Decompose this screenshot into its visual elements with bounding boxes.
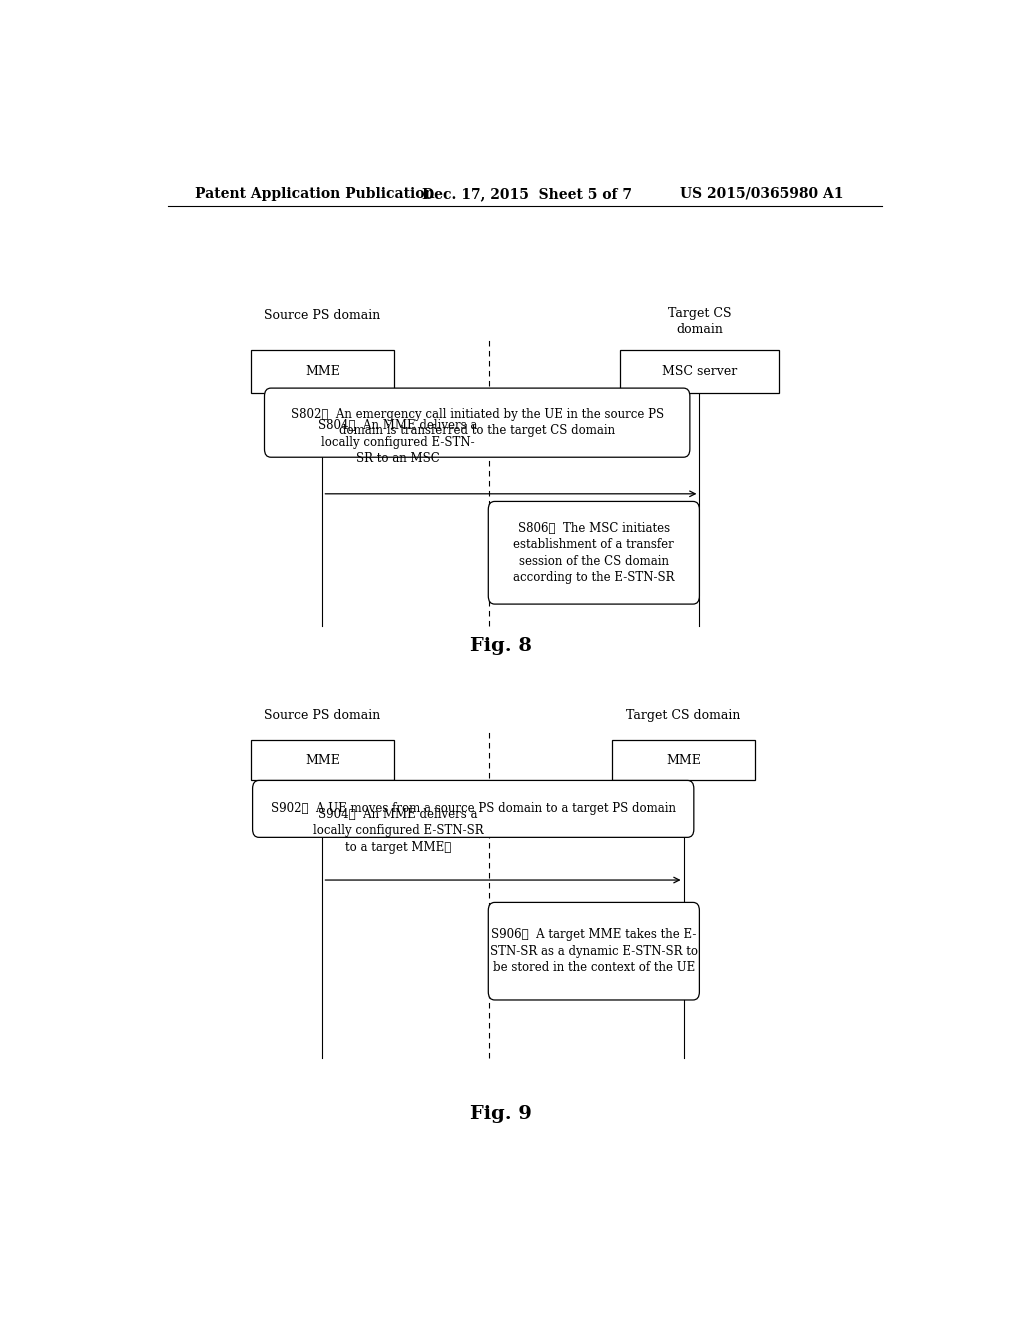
FancyBboxPatch shape [488, 502, 699, 605]
FancyBboxPatch shape [612, 739, 755, 780]
Text: S804，  An MME delivers a
locally configured E-STN-
SR to an MSC: S804， An MME delivers a locally configur… [318, 420, 477, 466]
Text: MME: MME [305, 366, 340, 379]
Text: Fig. 8: Fig. 8 [470, 638, 531, 655]
Text: MSC server: MSC server [662, 366, 737, 379]
Text: Source PS domain: Source PS domain [264, 709, 381, 722]
FancyBboxPatch shape [620, 351, 779, 393]
FancyBboxPatch shape [251, 351, 394, 393]
FancyBboxPatch shape [264, 388, 690, 457]
Text: US 2015/0365980 A1: US 2015/0365980 A1 [680, 187, 843, 201]
FancyBboxPatch shape [251, 739, 394, 780]
Text: Target CS
domain: Target CS domain [668, 306, 731, 335]
Text: S806，  The MSC initiates
establishment of a transfer
session of the CS domain
ac: S806， The MSC initiates establishment of… [513, 521, 675, 583]
Text: Dec. 17, 2015  Sheet 5 of 7: Dec. 17, 2015 Sheet 5 of 7 [422, 187, 632, 201]
Text: MME: MME [666, 754, 701, 767]
Text: S906，  A target MME takes the E-
STN-SR as a dynamic E-STN-SR to
be stored in th: S906， A target MME takes the E- STN-SR a… [489, 928, 697, 974]
Text: Source PS domain: Source PS domain [264, 309, 381, 322]
Text: Fig. 9: Fig. 9 [470, 1105, 531, 1123]
FancyBboxPatch shape [488, 903, 699, 1001]
Text: MME: MME [305, 754, 340, 767]
Text: S802，  An emergency call initiated by the UE in the source PS
domain is transfer: S802， An emergency call initiated by the… [291, 408, 664, 437]
Text: S904，  An MME delivers a
locally configured E-STN-SR
to a target MME，: S904， An MME delivers a locally configur… [312, 808, 483, 854]
FancyBboxPatch shape [253, 780, 694, 837]
Text: Target CS domain: Target CS domain [627, 709, 740, 722]
Text: S902，  A UE moves from a source PS domain to a target PS domain: S902， A UE moves from a source PS domain… [270, 803, 676, 816]
Text: Patent Application Publication: Patent Application Publication [196, 187, 435, 201]
